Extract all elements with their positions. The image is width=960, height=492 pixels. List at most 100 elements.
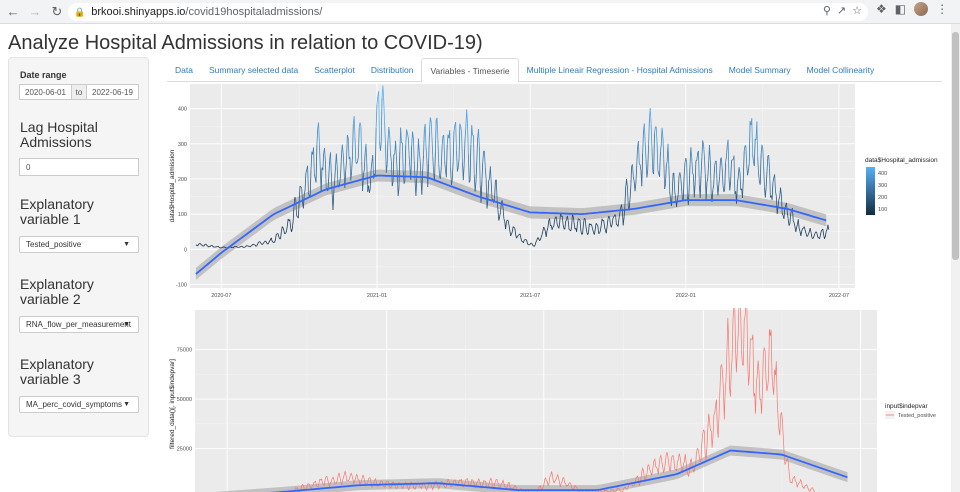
data-line-segment [407, 138, 410, 156]
tab-summary-selected-data[interactable]: Summary selected data [208, 65, 299, 75]
date-end-input[interactable]: 2022-06-19 [86, 84, 139, 100]
address-bar[interactable]: 🔒 brkooi.shinyapps.io/covid19hospitaladm… [68, 3, 868, 21]
date-range-label: Date range [20, 70, 67, 80]
data-line-segment [647, 145, 649, 171]
menu-kebab-icon[interactable]: ⋮ [936, 2, 949, 16]
data-line-segment [630, 166, 633, 188]
data-line-segment [720, 157, 723, 169]
data-line-segment [283, 230, 286, 235]
data-line-segment [250, 245, 252, 247]
var3-select[interactable]: MA_perc_covid_symptoms ▼ [19, 396, 139, 413]
data-line-segment [223, 246, 225, 248]
sidebar-panel: Date range 2020-06-01 to 2022-06-19 Lag … [8, 57, 149, 437]
caret-down-icon: ▼ [123, 401, 130, 408]
data-line-segment [328, 160, 330, 178]
data-line-segment [470, 125, 473, 145]
lock-icon[interactable]: 🔒 [74, 6, 86, 17]
date-start-input[interactable]: 2020-06-01 [19, 84, 72, 100]
data-line-segment [759, 154, 762, 185]
data-line-segment [588, 223, 590, 233]
data-line-segment [410, 146, 413, 181]
data-line-segment [411, 131, 413, 147]
data-line-segment [353, 116, 356, 138]
tab-model-summary[interactable]: Model Summary [728, 65, 791, 75]
data-line-segment [540, 234, 543, 238]
reload-icon[interactable]: ↻ [51, 3, 63, 19]
data-line-segment [362, 174, 364, 191]
data-line-segment [507, 220, 510, 226]
forward-icon[interactable]: → [28, 4, 42, 19]
scrollbar-thumb[interactable] [952, 32, 959, 260]
data-line-segment [712, 184, 715, 190]
data-line-segment [490, 182, 493, 200]
data-line-segment [498, 216, 501, 221]
data-line-segment [546, 227, 549, 231]
data-line-segment [629, 187, 632, 200]
data-line-segment [429, 117, 432, 122]
data-line-segment [402, 171, 405, 184]
data-line-segment [768, 155, 770, 169]
data-line-segment [573, 222, 576, 230]
data-line-segment [813, 234, 815, 238]
extensions-puzzle-icon[interactable]: ❖ [876, 2, 887, 16]
date-to-label: to [72, 84, 86, 100]
data-line-segment [278, 236, 281, 239]
data-line-segment [436, 117, 439, 140]
legend-colorbar [866, 167, 875, 215]
data-line-segment [289, 219, 292, 229]
data-line-segment [375, 104, 378, 128]
tab-distribution[interactable]: Distribution [370, 65, 414, 75]
data-line-segment [241, 245, 243, 248]
data-line-segment [206, 245, 208, 247]
data-line-segment [324, 160, 327, 189]
data-line-segment [324, 148, 326, 161]
data-line-segment [609, 217, 611, 225]
tab-scatterplot[interactable]: Scatterplot [314, 65, 355, 75]
data-line-segment [642, 130, 644, 154]
data-line-segment [561, 216, 564, 225]
data-line-segment [363, 152, 366, 170]
data-line-segment [752, 154, 754, 162]
data-line-segment [445, 144, 448, 178]
data-line-segment [365, 143, 368, 165]
data-line-segment [662, 138, 665, 160]
data-line-segment [568, 229, 571, 231]
profile-avatar[interactable] [914, 2, 929, 16]
data-line-segment [461, 132, 463, 163]
tab-multiple-regression[interactable]: Multiple Lineair Regression - Hospital A… [526, 65, 713, 75]
side-panel-icon[interactable]: ◧ [894, 2, 907, 16]
data-line-segment [242, 246, 244, 248]
data-line-segment [657, 170, 660, 174]
data-line-segment [416, 163, 418, 179]
data-line-segment [386, 140, 389, 165]
x-tick-label: 2021-01 [367, 293, 387, 299]
data-line-segment [298, 186, 301, 203]
data-line-segment [419, 159, 422, 180]
bookmark-star-icon[interactable]: ☆ [852, 5, 862, 17]
back-icon[interactable]: ← [6, 4, 20, 19]
data-line-segment [715, 161, 718, 185]
tab-variables-timeserie[interactable]: Variables - Timeserie [421, 58, 519, 83]
share-icon[interactable]: ↗ [836, 5, 847, 17]
data-line-segment [359, 122, 362, 127]
data-line-segment [322, 153, 325, 171]
data-line-segment [388, 127, 391, 135]
tab-data[interactable]: Data [175, 65, 193, 75]
data-line-segment [544, 228, 546, 232]
data-line-segment [559, 212, 561, 223]
tab-model-collinearity[interactable]: Model Collinearity [806, 65, 875, 75]
data-line-segment [648, 118, 650, 146]
data-line-segment [788, 223, 791, 226]
data-line-segment [333, 180, 336, 192]
data-line-segment [679, 172, 682, 178]
page-scrollbar[interactable] [951, 24, 960, 492]
data-line-segment [699, 175, 702, 198]
data-line-segment [421, 169, 424, 195]
var2-select[interactable]: RNA_flow_per_measurement ▼ [19, 316, 139, 333]
data-line-segment [390, 153, 392, 162]
lag-input[interactable]: 0 [19, 158, 139, 176]
zoom-icon[interactable]: ⚲ [822, 5, 831, 17]
var1-select[interactable]: Tested_positive ▼ [19, 236, 139, 253]
data-line-segment [701, 140, 704, 158]
